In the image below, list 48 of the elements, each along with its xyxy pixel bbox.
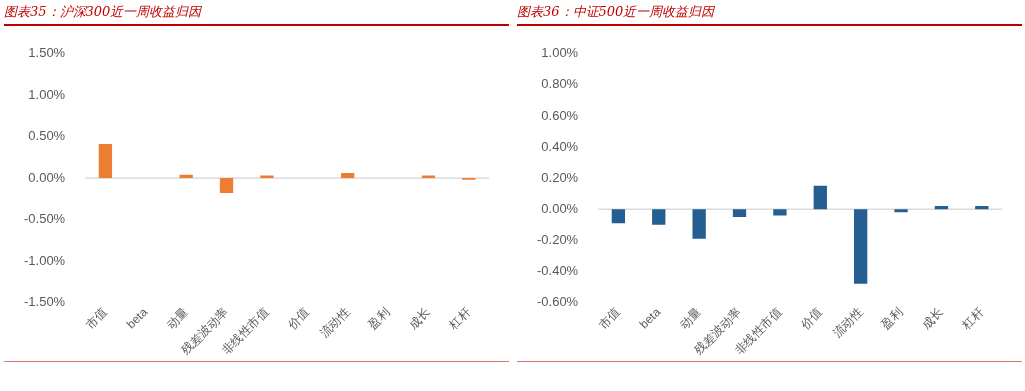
x-tick-label: 市值 [82,305,110,332]
bar [894,209,908,213]
bar [934,206,949,210]
bar [732,209,747,217]
bar [219,178,234,194]
y-tick-label: 1.00% [28,86,66,102]
y-tick-label: 0.40% [541,138,579,154]
y-tick-label: 0.50% [28,128,66,144]
x-tick-label: 成长 [919,305,946,332]
x-tick-label: 动量 [163,305,191,332]
x-tick-label: 杠杆 [958,305,987,333]
y-tick-label: -0.20% [536,231,579,247]
bar [611,209,626,224]
chart-title: 图表36：中证500近一周收益归因 [517,0,1022,26]
y-tick-label: 1.00% [541,45,579,61]
x-tick-label: 杠杆 [445,305,474,333]
bar [854,209,868,284]
bar [773,209,787,216]
y-tick-label: 0.00% [541,200,579,216]
x-tick-label: 动量 [676,305,704,332]
y-tick-label: -0.60% [536,293,579,309]
y-tick-label: 0.80% [541,76,579,92]
x-tick-label: 成长 [406,305,433,332]
bar [179,174,193,179]
bar [975,206,989,210]
y-tick-label: 0.60% [541,107,579,123]
x-tick-label: 流动性 [316,305,353,341]
x-tick-label: 盈利 [365,305,393,332]
y-tick-label: 0.20% [541,169,579,185]
x-tick-label: beta [636,304,664,332]
x-tick-label: 盈利 [878,305,906,332]
chart-title: 图表35：沪深300近一周收益归因 [4,0,509,26]
bar [813,185,827,210]
y-tick-label: -0.50% [23,211,66,227]
x-tick-label: 价值 [284,305,312,333]
y-tick-label: -0.40% [536,262,579,278]
bar [692,209,706,239]
x-tick-label: 市值 [595,305,623,332]
y-tick-label: -1.50% [23,293,66,309]
y-tick-label: 1.50% [28,45,66,61]
bar [341,173,355,179]
y-tick-label: -1.00% [23,252,66,268]
x-tick-label: 价值 [797,305,825,333]
bar [98,144,113,179]
x-tick-label: 流动性 [829,305,866,341]
x-tick-label: beta [123,304,151,332]
y-tick-label: 0.00% [28,169,66,185]
bar [652,209,666,225]
